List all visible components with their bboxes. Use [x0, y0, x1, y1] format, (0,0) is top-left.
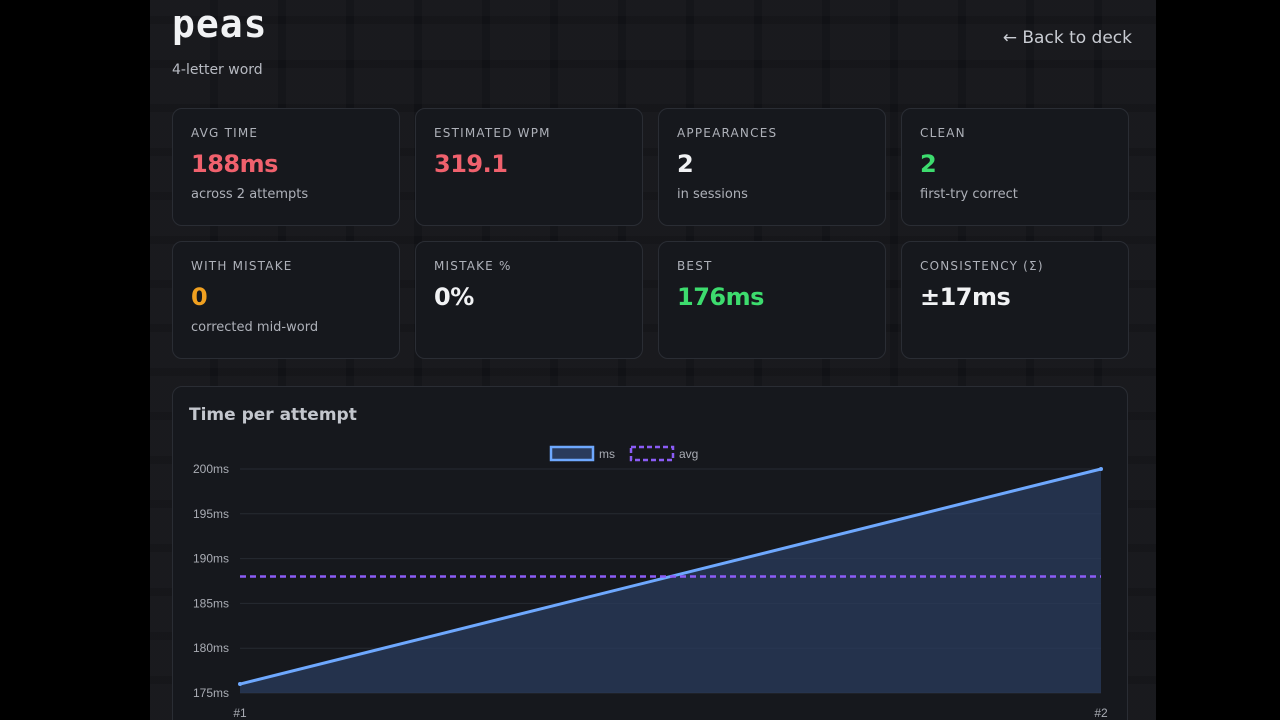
stat-note: across 2 attempts: [191, 187, 309, 202]
stat-value: 188ms: [191, 150, 278, 178]
word-subtitle: 4-letter word: [172, 62, 263, 78]
y-tick-label: 175ms: [193, 686, 229, 700]
y-tick-label: 180ms: [193, 641, 229, 655]
data-point-ms: [1099, 467, 1103, 471]
stat-card-mistake-percent: MISTAKE % 0%: [415, 241, 643, 359]
back-to-deck-link[interactable]: ← Back to deck: [1002, 28, 1132, 48]
stat-card-avg-time: AVG TIME 188ms across 2 attempts: [172, 108, 400, 226]
data-point-ms: [238, 682, 242, 687]
line-chart: 200ms 195ms 190ms 185ms 180ms 175ms #1 #2 ms avg: [193, 445, 1108, 720]
stat-label: AVG TIME: [191, 126, 259, 140]
x-tick-label: #1: [233, 706, 247, 720]
y-tick-label: 200ms: [193, 462, 229, 476]
legend-swatch-avg: [629, 445, 675, 462]
legend-label-avg: avg: [679, 447, 698, 461]
stat-label: ESTIMATED WPM: [434, 126, 551, 140]
stat-card-consistency: CONSISTENCY (σ) ±17ms: [901, 241, 1129, 359]
stat-card-clean: CLEAN 2 first-try correct: [901, 108, 1129, 226]
stat-label: CONSISTENCY (σ): [920, 259, 1044, 273]
stat-card-appearances: APPEARANCES 2 in sessions: [658, 108, 886, 226]
stat-note: first-try correct: [920, 187, 1018, 202]
stat-card-estimated-wpm: ESTIMATED WPM 319.1: [415, 108, 643, 226]
stat-note: in sessions: [677, 187, 748, 202]
stat-value: 0: [191, 283, 208, 311]
legend-label-ms: ms: [599, 447, 615, 461]
stat-card-best: BEST 176ms: [658, 241, 886, 359]
word-detail-page: peas 4-letter word ← Back to deck AVG TI…: [150, 0, 1156, 720]
stat-value: 176ms: [677, 283, 764, 311]
stat-label: APPEARANCES: [677, 126, 778, 140]
stat-label: WITH MISTAKE: [191, 259, 293, 273]
stat-note: corrected mid-word: [191, 320, 319, 335]
stat-value: 2: [920, 150, 937, 178]
y-tick-label: 185ms: [193, 596, 229, 610]
stat-label: BEST: [677, 259, 713, 273]
x-tick-label: #2: [1094, 706, 1108, 720]
y-tick-label: 190ms: [193, 552, 229, 566]
y-tick-label: 195ms: [193, 507, 229, 521]
stat-label: MISTAKE %: [434, 259, 512, 273]
stat-label: CLEAN: [920, 126, 966, 140]
stat-value: 0%: [434, 283, 474, 311]
stats-grid: AVG TIME 188ms across 2 attempts ESTIMAT…: [172, 108, 1129, 359]
word-title: peas: [172, 2, 268, 46]
time-per-attempt-chart: Time per attempt 200ms 195ms 190ms 185ms 180…: [172, 386, 1128, 720]
stat-value: ±17ms: [920, 283, 1011, 311]
legend-swatch-ms: [549, 445, 595, 462]
chart-title: Time per attempt: [189, 405, 357, 425]
stat-value: 2: [677, 150, 694, 178]
series-area-ms: [240, 469, 1101, 693]
stat-card-with-mistake: WITH MISTAKE 0 corrected mid-word: [172, 241, 400, 359]
stat-value: 319.1: [434, 150, 508, 178]
